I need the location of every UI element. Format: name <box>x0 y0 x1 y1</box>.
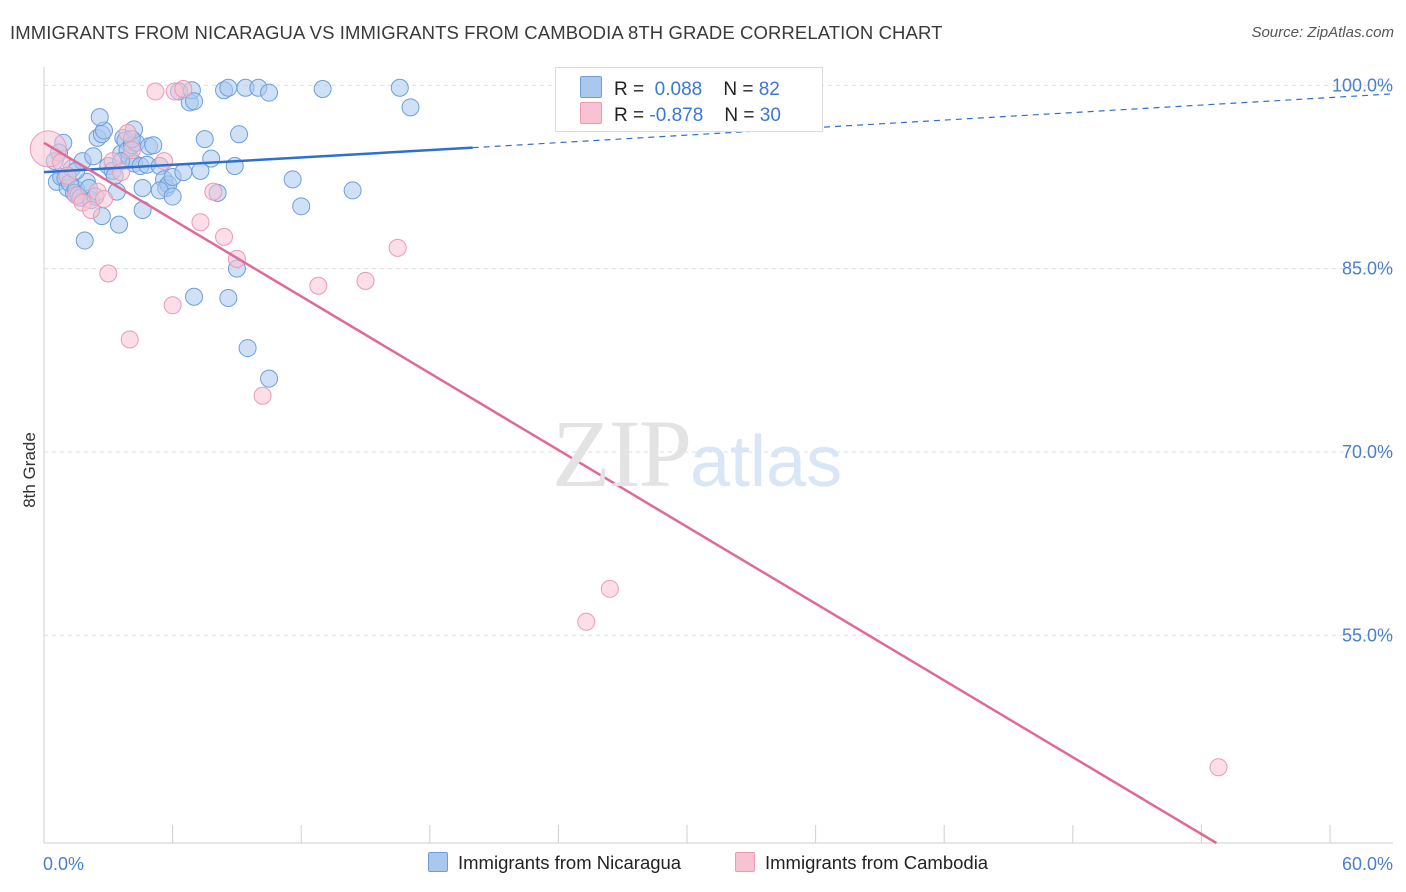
nicaragua-point <box>195 130 214 149</box>
nicaragua-point <box>390 78 409 97</box>
nicaragua-point <box>238 339 257 358</box>
nicaragua-point <box>185 92 204 111</box>
cambodia-point <box>191 213 210 232</box>
nicaragua-point <box>75 231 94 250</box>
cambodia-point <box>163 296 182 315</box>
y-tick-labels: 100.0% 85.0% 70.0% 55.0% <box>1332 75 1393 645</box>
cambodia-point <box>122 141 141 160</box>
cambodia-swatch <box>580 102 602 124</box>
cambodia-points <box>29 79 1228 777</box>
cambodia-point <box>215 227 234 246</box>
cambodia-point <box>95 189 114 208</box>
nicaragua-point <box>292 197 311 216</box>
stats-legend: R = 0.088 N = 82 R = -0.878 N = 30 <box>555 67 823 132</box>
cambodia-point <box>204 182 223 201</box>
cambodia-trend-solid <box>43 141 1218 845</box>
x-tick-label-max: 60.0% <box>1342 854 1393 874</box>
nicaragua-point <box>163 187 182 206</box>
legend-r-value: -0.878 <box>649 105 704 126</box>
source-credit: Source: ZipAtlas.com <box>1251 24 1394 41</box>
cambodia-point <box>99 264 118 283</box>
legend-n-value: 30 <box>759 105 781 126</box>
cambodia-point <box>388 238 407 257</box>
watermark-zip: ZIP <box>552 400 692 507</box>
nicaragua-point <box>343 181 362 200</box>
nicaragua-point <box>90 108 109 127</box>
nicaragua-point <box>260 83 279 102</box>
legend-n-value: 82 <box>758 79 780 100</box>
y-tick-label: 70.0% <box>1342 442 1393 462</box>
cambodia-point <box>82 200 101 219</box>
cambodia-point <box>146 82 165 101</box>
nicaragua-legend-label: Immigrants from Nicaragua <box>458 852 682 873</box>
cambodia-point <box>155 152 174 171</box>
legend-n-label: N = <box>723 79 754 100</box>
cambodia-point <box>118 123 137 142</box>
nicaragua-point <box>202 149 221 168</box>
nicaragua-point <box>401 98 420 117</box>
legend-r-label: R = <box>614 105 645 126</box>
legend-r-value: 0.088 <box>654 79 703 100</box>
nicaragua-point <box>174 163 193 182</box>
legend-row-nicaragua: R = 0.088 N = 82 <box>580 76 780 102</box>
cambodia-point <box>120 330 139 349</box>
nicaragua-point <box>84 147 103 166</box>
cambodia-point <box>309 276 328 295</box>
nicaragua-point <box>260 369 279 388</box>
cambodia-point <box>577 612 596 631</box>
bottom-legend-cambodia[interactable]: Immigrants from Cambodia <box>735 852 988 874</box>
nicaragua-point <box>133 178 152 197</box>
watermark: ZIPatlas <box>552 398 842 509</box>
legend-n-label: N = <box>724 105 755 126</box>
nicaragua-point <box>219 78 238 97</box>
nicaragua-point <box>283 170 302 189</box>
cambodia-point <box>1209 758 1228 777</box>
legend-r-label: R = <box>614 79 645 100</box>
y-tick-label: 85.0% <box>1342 259 1393 279</box>
cambodia-legend-swatch <box>735 852 755 872</box>
y-tick-label: 55.0% <box>1342 625 1393 645</box>
gridlines <box>44 84 1393 636</box>
cambodia-point <box>174 79 193 98</box>
nicaragua-swatch <box>580 76 602 98</box>
nicaragua-point <box>313 79 332 98</box>
nicaragua-trend-solid <box>43 146 473 174</box>
y-axis-title: 8th Grade <box>20 432 39 508</box>
x-tick-label-min: 0.0% <box>43 854 84 874</box>
bottom-legend-nicaragua[interactable]: Immigrants from Nicaragua <box>428 852 681 874</box>
watermark-atlas: atlas <box>690 422 843 502</box>
legend-row-cambodia: R = -0.878 N = 30 <box>580 102 781 128</box>
nicaragua-point <box>185 287 204 306</box>
nicaragua-point <box>110 215 129 234</box>
cambodia-point <box>356 271 375 290</box>
cambodia-point <box>253 386 272 405</box>
nicaragua-points <box>45 78 420 388</box>
axes <box>43 67 1393 844</box>
nicaragua-point <box>230 125 249 144</box>
nicaragua-legend-swatch <box>428 852 448 872</box>
nicaragua-point <box>219 288 238 307</box>
y-tick-label: 100.0% <box>1332 75 1393 95</box>
cambodia-point <box>600 579 619 598</box>
nicaragua-point <box>144 136 163 155</box>
chart-title: IMMIGRANTS FROM NICARAGUA VS IMMIGRANTS … <box>10 22 943 43</box>
trend-lines <box>43 93 1394 845</box>
cambodia-legend-label: Immigrants from Cambodia <box>765 852 989 873</box>
